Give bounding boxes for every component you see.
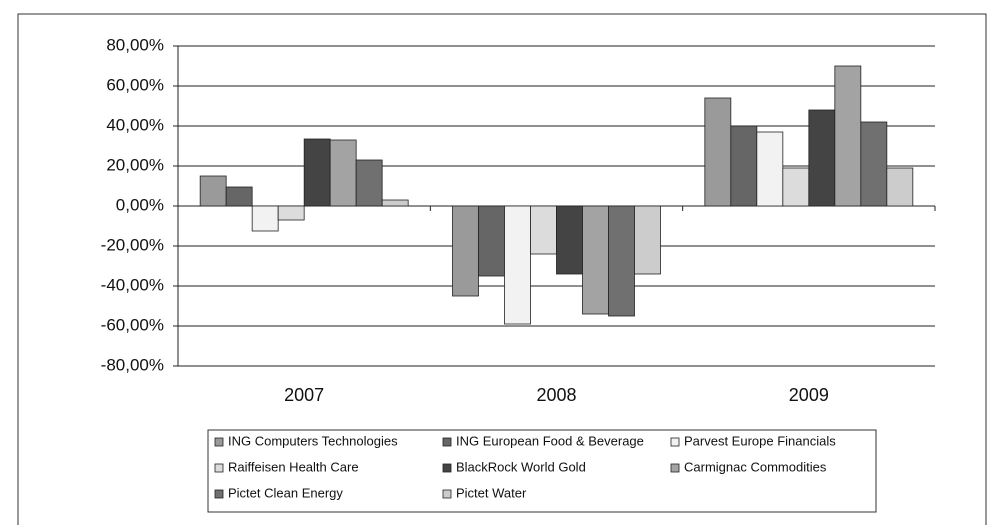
legend-swatch	[442, 489, 452, 499]
legend-swatch	[442, 437, 452, 447]
legend-label: Pictet Clean Energy	[228, 485, 343, 500]
y-tick-label: -40,00%	[101, 275, 164, 294]
bar	[251, 205, 279, 232]
bar	[582, 205, 609, 315]
bar	[834, 65, 862, 207]
legend-swatch	[670, 437, 680, 447]
bar	[303, 138, 331, 207]
bar	[329, 139, 357, 207]
bar	[886, 167, 914, 207]
bar	[556, 205, 583, 275]
x-tick-label: 2008	[536, 385, 576, 405]
bar	[452, 205, 479, 297]
bar	[860, 121, 888, 207]
legend-label: ING Computers Technologies	[228, 433, 398, 448]
legend-label: Parvest Europe Financials	[684, 433, 836, 448]
frame	[17, 13, 987, 525]
legend-swatch	[214, 437, 224, 447]
y-tick-label: -20,00%	[101, 235, 164, 254]
bar	[756, 131, 784, 207]
legend-swatch	[670, 463, 680, 473]
legend-label: BlackRock World Gold	[456, 459, 586, 474]
x-tick-label: 2009	[789, 385, 829, 405]
plot: -80,00% -60,00% -40,00% -20,00% 0,00% 20,00% 4…	[101, 35, 936, 500]
legend-swatch	[214, 489, 224, 499]
y-tick-label: 40,00%	[106, 115, 164, 134]
y-tick-label: 60,00%	[106, 75, 164, 94]
bar	[530, 205, 557, 255]
bar	[634, 205, 661, 275]
legend-box	[207, 429, 877, 513]
y-tick-label: 0,00%	[116, 195, 164, 214]
legend-label: Raiffeisen Health Care	[228, 459, 359, 474]
bar	[808, 109, 836, 207]
y-tick-label: 20,00%	[106, 155, 164, 174]
bar	[199, 175, 227, 207]
legend-label: Pictet Water	[456, 485, 527, 500]
bar	[478, 205, 505, 277]
legend-swatch	[442, 463, 452, 473]
y-tick-label: -60,00%	[101, 315, 164, 334]
y-tick-label: -80,00%	[101, 355, 164, 374]
bar	[704, 97, 732, 207]
bar	[277, 205, 305, 221]
y-tick-label: 80,00%	[106, 35, 164, 54]
bar	[504, 205, 531, 325]
legend-label: Carmignac Commodities	[684, 459, 827, 474]
bar	[381, 199, 409, 207]
bar	[608, 205, 635, 317]
bar	[730, 125, 758, 207]
legend-label: ING European Food & Beverage	[456, 433, 644, 448]
bar	[225, 186, 253, 207]
legend-swatch	[214, 463, 224, 473]
bar	[355, 159, 383, 207]
x-tick-label: 2007	[284, 385, 324, 405]
bar	[782, 167, 810, 207]
